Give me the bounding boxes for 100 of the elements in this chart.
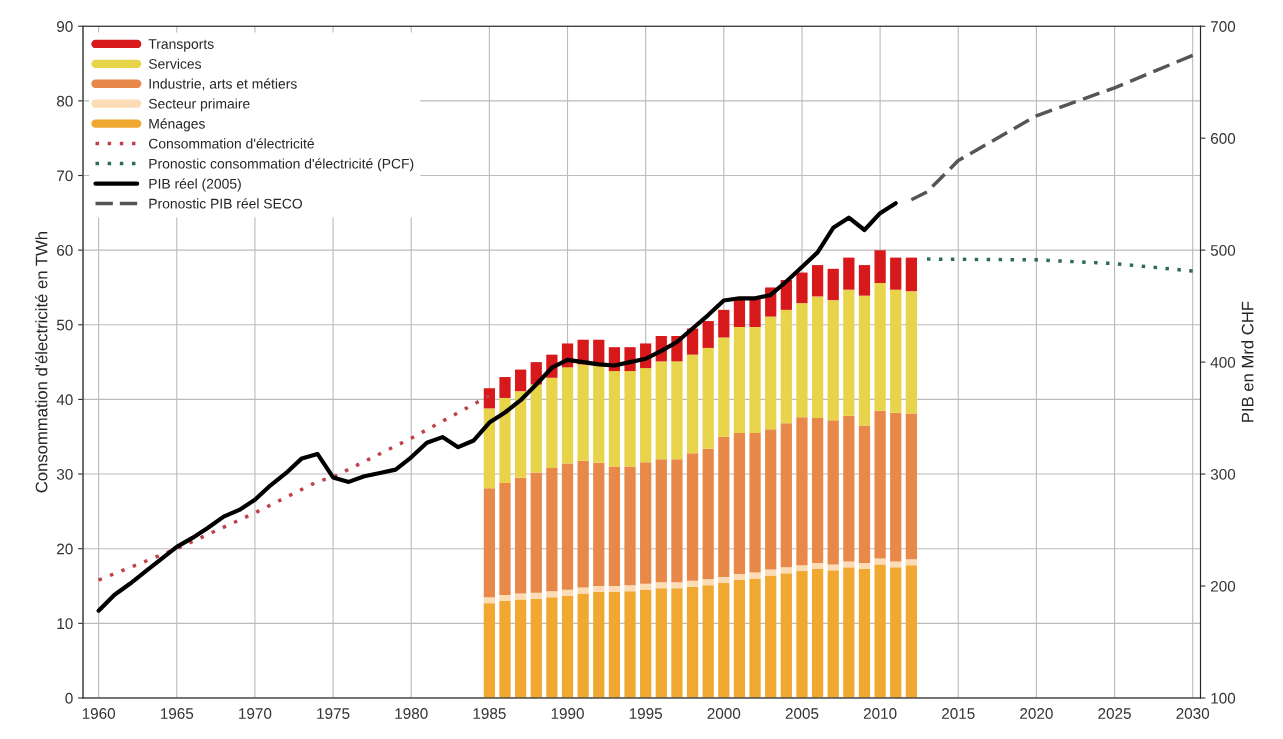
bar bbox=[671, 582, 683, 589]
legend-label: Consommation d'électricité bbox=[148, 138, 314, 149]
bar bbox=[593, 462, 605, 587]
bar bbox=[874, 250, 886, 283]
bar bbox=[874, 564, 886, 698]
x-tick-label: 1985 bbox=[473, 708, 506, 719]
bar bbox=[796, 571, 808, 698]
bar bbox=[780, 309, 792, 424]
bar bbox=[780, 573, 792, 698]
legend-label: Transports bbox=[148, 39, 214, 52]
line-series bbox=[909, 53, 1195, 202]
bar bbox=[671, 588, 683, 698]
bar bbox=[686, 580, 699, 587]
bar bbox=[624, 371, 636, 467]
bar bbox=[640, 589, 652, 698]
bar bbox=[561, 595, 574, 698]
bar bbox=[483, 488, 495, 598]
bar bbox=[624, 585, 636, 592]
bar bbox=[702, 347, 714, 449]
bar bbox=[890, 412, 902, 562]
x-tick-label: 2025 bbox=[1098, 708, 1131, 719]
bar bbox=[593, 586, 605, 592]
bar bbox=[608, 592, 621, 698]
bar bbox=[811, 418, 824, 563]
bar bbox=[905, 257, 917, 292]
bar bbox=[640, 583, 652, 590]
x-tick-label: 1970 bbox=[239, 708, 272, 719]
bar bbox=[905, 413, 917, 560]
bar bbox=[718, 436, 730, 578]
y-tick-label: 40 bbox=[56, 394, 73, 406]
bar bbox=[843, 567, 855, 698]
bar bbox=[702, 585, 714, 698]
bar bbox=[671, 361, 683, 460]
x-tick-label: 1960 bbox=[82, 708, 116, 719]
bar bbox=[733, 433, 746, 575]
bar bbox=[843, 561, 855, 568]
y-tick-label: 10 bbox=[57, 618, 73, 630]
bar bbox=[499, 377, 511, 398]
bar bbox=[561, 589, 574, 596]
bar bbox=[733, 580, 746, 698]
line-series bbox=[925, 257, 1195, 273]
bar bbox=[827, 564, 839, 571]
bar bbox=[796, 303, 808, 418]
x-tick-label: 1965 bbox=[160, 708, 194, 719]
bar bbox=[811, 265, 824, 297]
bar bbox=[811, 296, 824, 419]
bar bbox=[640, 462, 652, 584]
x-tick-label: 2000 bbox=[707, 708, 741, 719]
y-tick-label: 20 bbox=[57, 543, 73, 555]
legend-label: Ménages bbox=[149, 118, 205, 132]
bar bbox=[765, 575, 777, 698]
bar bbox=[733, 298, 746, 328]
x-tick-label: 2015 bbox=[942, 708, 975, 719]
y2-tick-label: 500 bbox=[1210, 245, 1236, 256]
bar bbox=[483, 603, 495, 698]
bar bbox=[686, 586, 699, 698]
bar bbox=[608, 586, 621, 592]
bar bbox=[530, 472, 542, 593]
bar bbox=[765, 316, 777, 430]
y2-tick-label: 300 bbox=[1210, 468, 1236, 480]
bar bbox=[874, 410, 886, 559]
x-tick-label: 1975 bbox=[317, 708, 350, 719]
y2-axis-title: PIB en Mrd CHF bbox=[1241, 301, 1254, 422]
y-tick-label: 30 bbox=[56, 468, 73, 480]
bar bbox=[858, 265, 871, 296]
bar bbox=[765, 429, 777, 570]
bar bbox=[530, 598, 542, 698]
legend-label: Pronostic consommation d'électricité (PCF) bbox=[149, 158, 414, 172]
bar bbox=[686, 354, 699, 454]
bar bbox=[530, 384, 542, 473]
bar bbox=[796, 417, 808, 566]
bar bbox=[655, 361, 667, 460]
bar bbox=[499, 483, 511, 595]
bar bbox=[515, 599, 527, 698]
x-tick-label: 1990 bbox=[551, 708, 584, 719]
bar bbox=[858, 295, 871, 426]
legend-label: Industrie, arts et métiers bbox=[149, 78, 297, 91]
bar bbox=[890, 257, 902, 290]
bar bbox=[718, 337, 730, 437]
bar bbox=[702, 321, 714, 348]
bar bbox=[796, 272, 808, 304]
bar bbox=[702, 448, 714, 580]
x-tick-label: 1980 bbox=[395, 708, 428, 719]
bar bbox=[624, 466, 636, 586]
bar bbox=[640, 368, 652, 463]
y-tick-label: 50 bbox=[56, 319, 73, 331]
legend-label: Pronostic PIB réel SECO bbox=[149, 198, 302, 209]
bar bbox=[749, 433, 761, 573]
bar bbox=[890, 567, 902, 698]
bar bbox=[655, 582, 667, 589]
y-tick-label: 70 bbox=[57, 170, 73, 182]
legend-label: PIB réel (2005) bbox=[149, 178, 241, 192]
bar bbox=[718, 309, 730, 338]
y2-tick-label: 600 bbox=[1211, 133, 1236, 144]
bar bbox=[749, 572, 761, 579]
bar bbox=[499, 594, 511, 601]
bar bbox=[858, 568, 871, 698]
bar bbox=[858, 562, 871, 569]
bar bbox=[811, 562, 824, 569]
bar bbox=[608, 466, 621, 587]
